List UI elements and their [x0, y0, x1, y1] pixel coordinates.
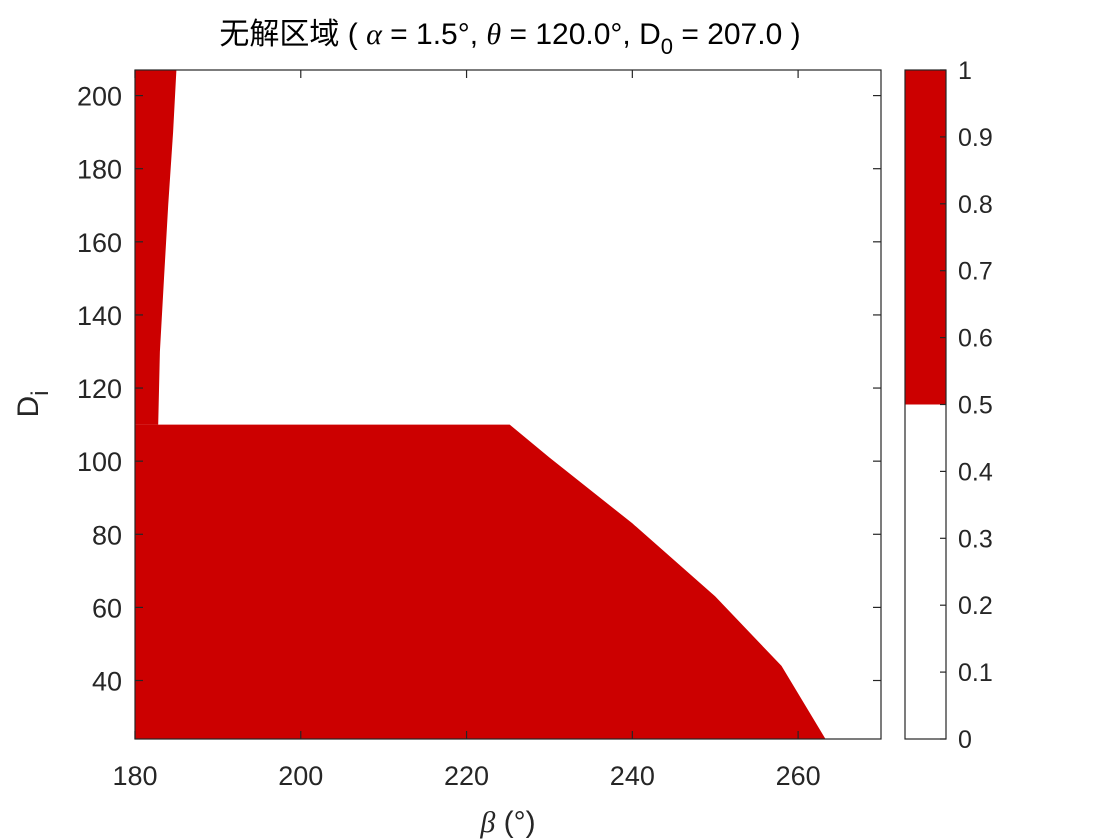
colorbar-tick-label: 0.9: [958, 124, 993, 152]
colorbar-tick-label: 0.7: [958, 258, 993, 286]
y-axis-main: D: [12, 396, 45, 418]
y-tick-label: 160: [77, 228, 122, 258]
y-tick-label: 200: [77, 82, 122, 112]
title-d0-value: = 207.0 ): [673, 18, 801, 51]
x-ticks: 180 200 220 240 260: [112, 70, 821, 791]
colorbar-tick-label: 0.8: [958, 191, 993, 219]
x-tick-label: 260: [776, 761, 821, 791]
x-tick-label: 200: [278, 761, 323, 791]
no-solution-region-1: [135, 70, 177, 425]
y-axis-title: Di: [12, 390, 54, 417]
y-tick-label: 140: [77, 301, 122, 331]
colorbar-red-segment: [905, 70, 946, 405]
x-tick-label: 240: [610, 761, 655, 791]
title-d0-sub: 0: [661, 34, 673, 59]
colorbar-tick-label: 1: [958, 57, 972, 85]
title-alpha: α: [366, 18, 383, 51]
y-tick-label: 120: [77, 374, 122, 404]
colorbar-tick-label: 0.3: [958, 525, 993, 553]
colorbar-tick-label: 0: [958, 726, 972, 754]
no-solution-regions: [135, 70, 826, 739]
colorbar-tick-label: 0.5: [958, 392, 993, 420]
colorbar-white-segment: [905, 404, 946, 739]
title-alpha-value: = 1.5°,: [382, 18, 487, 51]
x-tick-label: 220: [444, 761, 489, 791]
y-tick-label: 180: [77, 155, 122, 185]
colorbar: 0 0.1 0.2 0.3 0.4 0.5 0.6 0.7 0.8 0.9 1: [904, 57, 993, 754]
colorbar-tick-label: 0.6: [958, 325, 993, 353]
y-tick-label: 100: [77, 447, 122, 477]
x-axis-title: β (°): [479, 806, 535, 839]
x-axis-unit: (°): [495, 806, 535, 839]
y-axis-sub: i: [27, 390, 54, 395]
x-tick-label: 180: [112, 761, 157, 791]
colorbar-tick-label: 0.2: [958, 592, 993, 620]
y-tick-label: 60: [92, 593, 122, 623]
colorbar-tick-label: 0.4: [958, 458, 993, 486]
plot-area: 180 200 220 240 260 40 60 80 100 120 140 160 180 200: [77, 69, 882, 791]
y-tick-label: 80: [92, 520, 122, 550]
colorbar-tick-label: 0.1: [958, 659, 993, 687]
plot-frame: [134, 69, 882, 740]
x-axis-symbol: β: [479, 806, 495, 839]
y-ticks: 40 60 80 100 120 140 160 180 200: [77, 82, 881, 697]
title-theta-value: = 120.0°, D: [501, 18, 661, 51]
title-prefix: 无解区域 (: [219, 18, 366, 51]
y-tick-label: 40: [92, 667, 122, 697]
chart-title: 无解区域 ( α = 1.5°, θ = 120.0°, D0 = 207.0 …: [219, 18, 800, 59]
title-theta: θ: [486, 18, 501, 51]
no-solution-region-2: [135, 424, 826, 739]
